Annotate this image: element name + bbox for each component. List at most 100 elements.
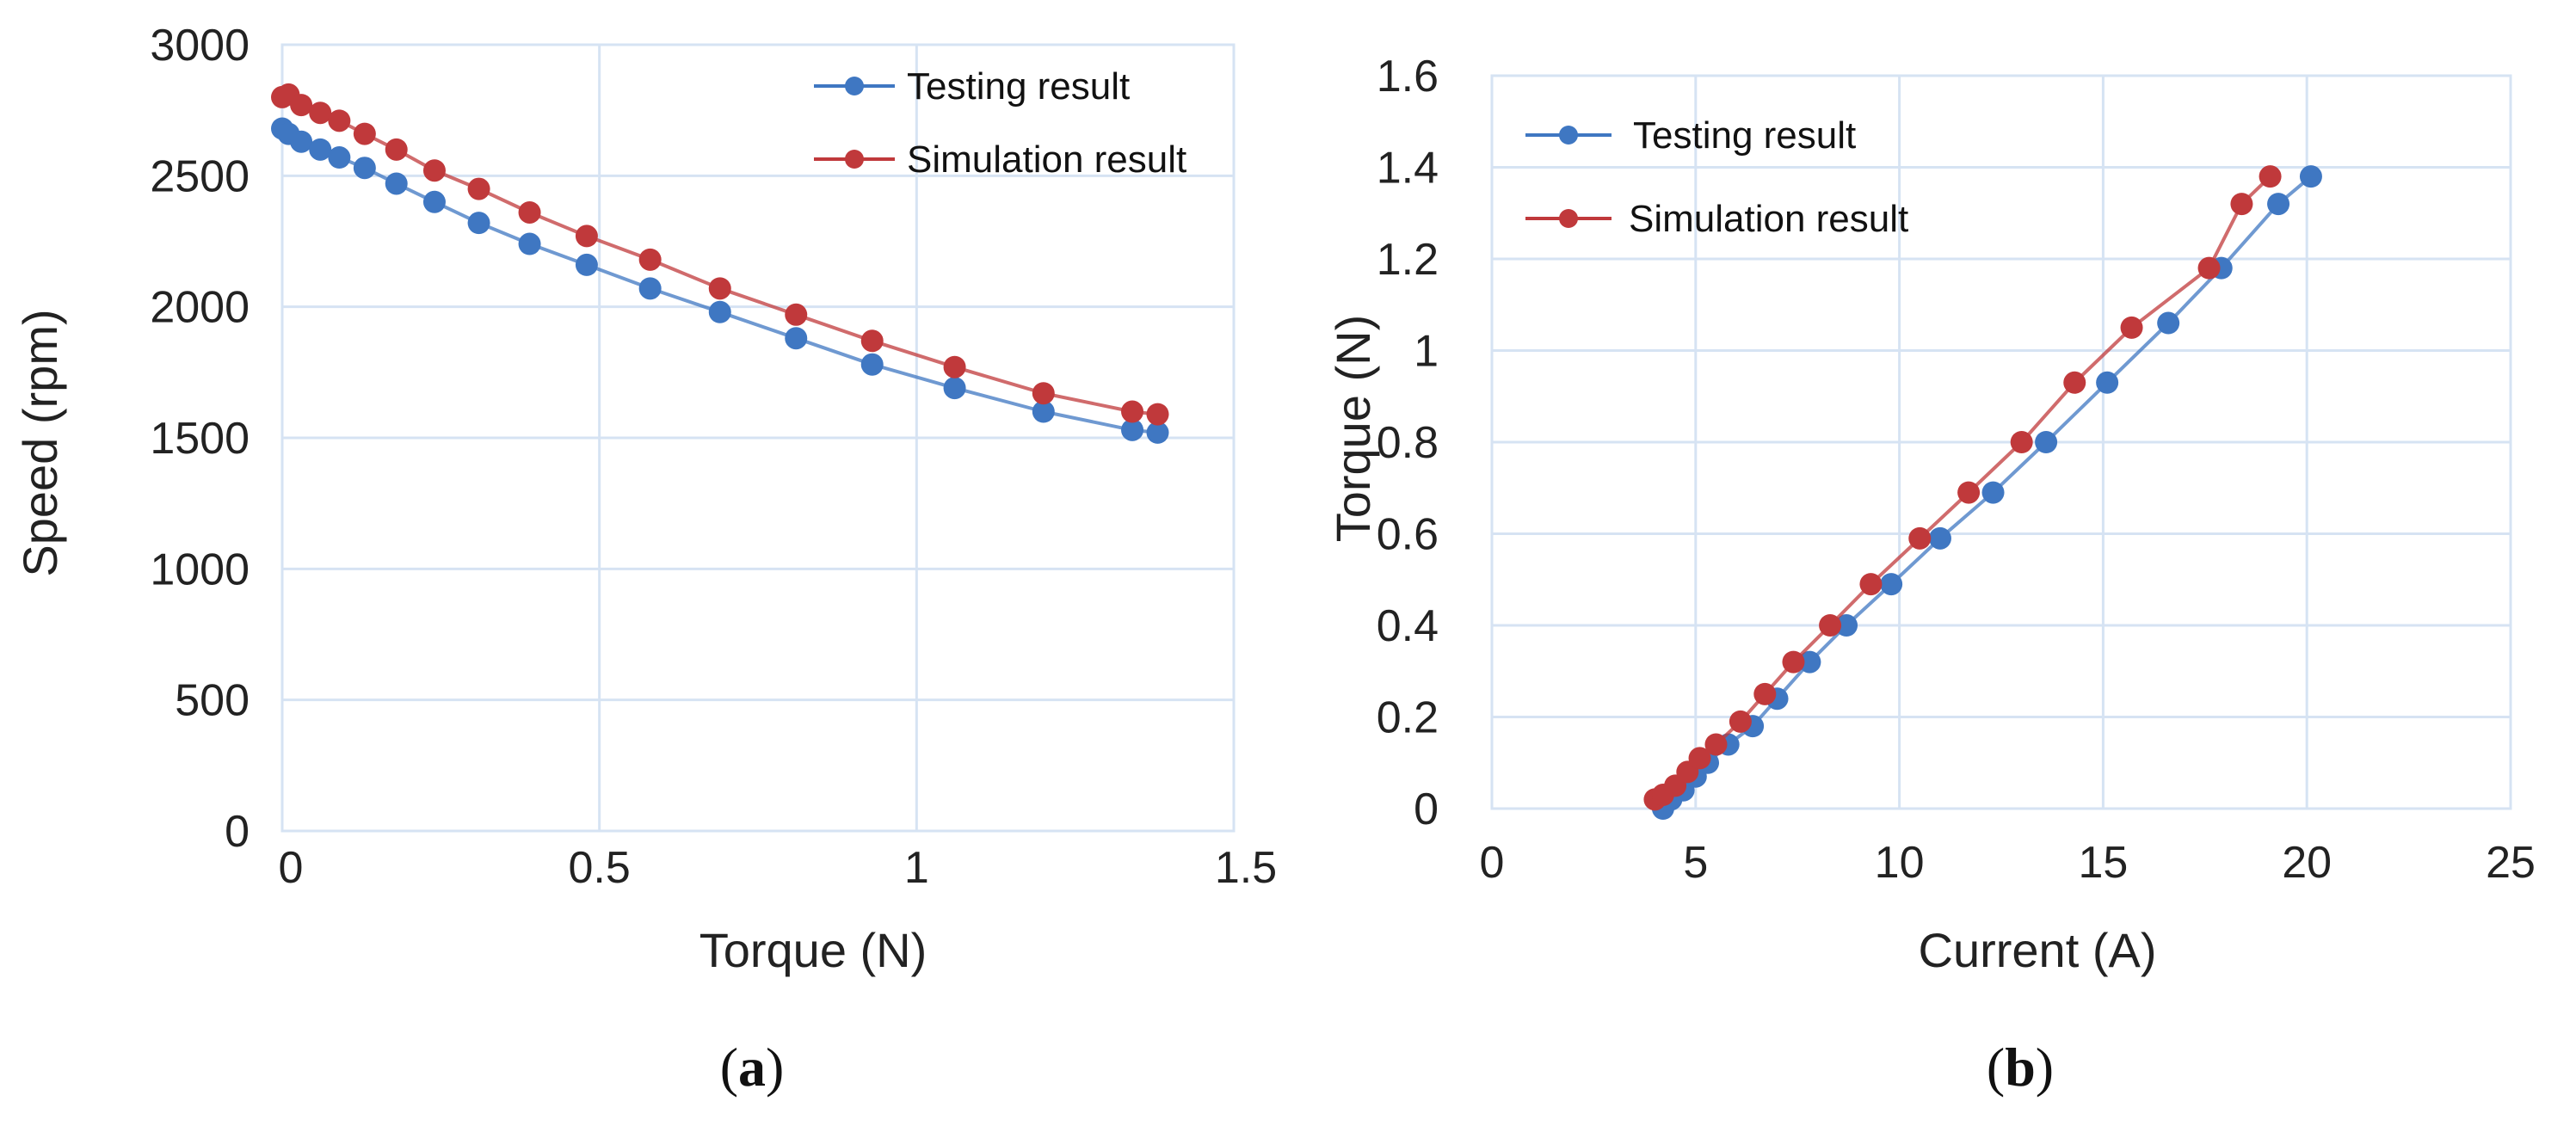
- y-tick-label: 500: [175, 676, 250, 726]
- simulation-data-point: [1908, 526, 1932, 550]
- testing-data-point: [1880, 573, 1903, 596]
- simulation-data-point: [1688, 747, 1711, 770]
- x-tick-label: 0: [279, 843, 304, 893]
- y-tick-label: 0: [1414, 785, 1439, 834]
- y-tick-label: 0.8: [1377, 418, 1439, 468]
- y-tick-label: 0.2: [1377, 693, 1439, 743]
- y-tick-label: 1.2: [1377, 235, 1439, 285]
- simulation-data-point: [2230, 193, 2253, 216]
- testing-data-point: [309, 138, 332, 161]
- simulation-data-point: [467, 177, 490, 200]
- testing-data-point: [1981, 481, 2005, 504]
- testing-data-point: [575, 253, 598, 276]
- simulation-data-point: [1859, 573, 1883, 596]
- panel-a-series: [271, 83, 1169, 444]
- panel-b-x-axis-title: Current (A): [1919, 923, 2157, 977]
- chart-panel-a: 0 0.5 1 1.5 0 500 1000 1500 2000 2500 3000 Torque …: [13, 21, 1277, 1098]
- simulation-data-point: [1957, 481, 1981, 504]
- simulation-data-point: [385, 138, 408, 161]
- simulation-data-point: [353, 122, 376, 145]
- testing-data-point: [1928, 526, 1951, 550]
- panel-b-caption-letter: b: [2005, 1037, 2036, 1098]
- testing-data-point: [708, 300, 731, 323]
- y-tick-label: 0: [225, 807, 250, 857]
- legend-testing-marker: [1559, 126, 1578, 145]
- y-tick-label: 1000: [150, 545, 250, 594]
- testing-data-point: [1121, 418, 1144, 441]
- panel-a-caption-letter: a: [738, 1037, 766, 1098]
- panel-b-series: [1643, 165, 2322, 820]
- simulation-data-point: [1032, 382, 1055, 405]
- panel-b-gridlines: [1490, 74, 2512, 810]
- y-tick-label: 1500: [150, 414, 250, 464]
- panel-a-x-axis-title: Torque (N): [699, 923, 927, 977]
- simulation-data-point: [943, 355, 966, 378]
- testing-data-point: [2157, 311, 2180, 335]
- testing-data-point: [467, 212, 490, 235]
- simulation-data-point: [1782, 650, 1805, 674]
- testing-data-point: [518, 232, 541, 255]
- simulation-data-point: [1146, 403, 1169, 426]
- testing-data-point: [943, 377, 966, 400]
- chart-panel-b: 0 5 10 15 20 25 0 0.2 0.4 0.6 0.8 1 1.2 1.4 1.6 Curren…: [1326, 52, 2536, 1098]
- legend-testing-marker: [845, 77, 864, 95]
- x-tick-label: 10: [1875, 838, 1925, 888]
- simulation-data-point: [860, 329, 884, 353]
- testing-data-point: [328, 146, 351, 169]
- y-tick-label: 1.6: [1377, 52, 1439, 102]
- panel-a-gridlines: [280, 43, 1236, 833]
- x-tick-label: 5: [1683, 838, 1708, 888]
- y-tick-label: 2000: [150, 283, 250, 333]
- y-tick-label: 1.4: [1377, 144, 1439, 194]
- panel-a-legend: Testing result Simulation result: [814, 65, 1186, 181]
- testing-data-point: [1032, 400, 1055, 423]
- testing-data-point: [1835, 614, 1858, 637]
- simulation-data-point: [638, 248, 662, 271]
- x-tick-label: 15: [2078, 838, 2128, 888]
- legend-simulation-marker: [1559, 209, 1578, 228]
- legend-simulation-label: Simulation result: [907, 138, 1186, 181]
- panel-a-caption: (a): [720, 1037, 785, 1098]
- simulation-data-point: [2120, 316, 2143, 339]
- panel-b-y-axis-title: Torque (N): [1326, 315, 1380, 543]
- simulation-data-point: [1729, 710, 1752, 733]
- testing-data-point: [2299, 165, 2322, 188]
- simulation-data-point: [2259, 165, 2282, 188]
- simulation-data-point: [2197, 256, 2221, 280]
- simulation-data-point: [422, 159, 446, 182]
- simulation-data-point: [2063, 371, 2086, 394]
- simulation-data-point: [1704, 733, 1728, 756]
- panel-b-caption: (b): [1987, 1037, 2054, 1098]
- plot-frame: [1490, 74, 2512, 810]
- testing-data-point: [385, 172, 408, 195]
- simulation-data-point: [1753, 682, 1777, 705]
- panel-b-ticks: 0 5 10 15 20 25 0 0.2 0.4 0.6 0.8 1 1.2 1.4 1.6: [1377, 52, 2536, 888]
- testing-data-point: [785, 327, 808, 350]
- simulation-data-point: [290, 94, 313, 117]
- y-tick-label: 3000: [150, 21, 250, 71]
- simulation-data-point: [785, 303, 808, 326]
- x-tick-label: 0: [1480, 838, 1505, 888]
- testing-data-point: [290, 130, 313, 153]
- panel-b-legend: Testing result Simulation result: [1525, 114, 1908, 240]
- simulation-data-point: [1819, 614, 1842, 637]
- simulation-data-point: [309, 102, 332, 125]
- legend-testing-label: Testing result: [907, 65, 1130, 108]
- x-tick-label: 0.5: [569, 843, 631, 893]
- x-tick-label: 1.5: [1215, 843, 1277, 893]
- testing-data-point: [422, 190, 446, 213]
- testing-data-point: [2267, 193, 2290, 216]
- y-tick-label: 1: [1414, 327, 1439, 377]
- simulation-data-point: [328, 109, 351, 132]
- simulation-data-point: [575, 225, 598, 248]
- testing-data-point: [638, 277, 662, 300]
- simulation-data-point: [518, 200, 541, 224]
- x-tick-label: 25: [2486, 838, 2536, 888]
- panel-a-ticks: 0 0.5 1 1.5 0 500 1000 1500 2000 2500 3000: [150, 21, 1277, 893]
- testing-data-point: [1146, 421, 1169, 444]
- y-tick-label: 2500: [150, 151, 250, 201]
- testing-data-point: [860, 353, 884, 376]
- plot-frame: [280, 43, 1236, 833]
- testing-data-point: [2035, 431, 2058, 453]
